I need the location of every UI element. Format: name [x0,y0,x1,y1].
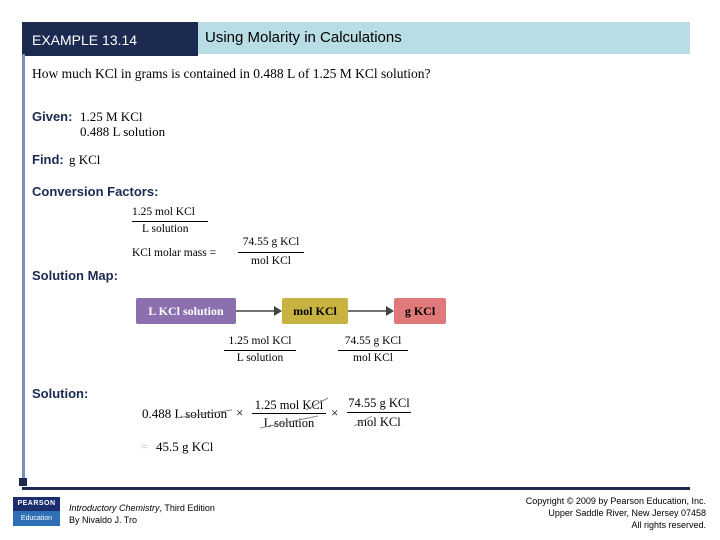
map-box-l-kcl-solution: L KCl solution [136,298,236,324]
map-arrow-2 [348,306,394,316]
map-arrow-1 [236,306,282,316]
copyright-line-3: All rights reserved. [631,520,706,530]
map-factor2-bar [338,350,408,351]
cancel-mark-4 [353,415,373,427]
header-example-box [22,22,198,56]
map-factor2-numerator: 74.55 g KCl [344,335,402,347]
solution-factor2-bar [347,412,411,413]
solution-factor1-numerator: 1.25 mol KCl [254,398,324,412]
page-title: Using Molarity in Calculations [205,29,402,46]
given-label: Given: [32,109,73,124]
cancel-mark-1 [175,409,233,419]
copyright-line-1: Copyright © 2009 by Pearson Education, I… [525,496,706,506]
conv-factor1-denominator: L solution [142,223,189,235]
find-label: Find: [32,152,64,167]
logo-bottom-band: Education [13,511,60,526]
conv-factor2-numerator: 74.55 g KCl [242,236,300,248]
conv-factor1-numerator: 1.25 mol KCl [132,206,195,218]
question-text: How much KCl in grams is contained in 0.… [32,66,431,81]
author-line: By Nivaldo J. Tro [69,515,138,525]
conv-factor1-bar [132,221,208,222]
equals-sign: = [141,439,149,454]
map-factor1-numerator: 1.25 mol KCl [228,335,292,347]
solution-result: 45.5 g KCl [156,439,214,454]
left-rule [22,54,25,482]
footer-rule [22,487,690,490]
map-factor1-bar [224,350,296,351]
conv-factor2-bar [238,252,304,253]
given-line-1: 1.25 M KCl [80,109,143,124]
header-title-bar [198,22,690,54]
map-box-mol-kcl: mol KCl [282,298,348,324]
logo-top-band: PEARSON [13,497,60,511]
book-edition: , Third Edition [159,503,215,513]
times-sign-2: × [331,405,339,420]
pearson-logo: PEARSON Education [13,497,60,526]
map-box-g-kcl: g KCl [394,298,446,324]
left-rule-marker [19,478,27,486]
solution-label: Solution: [32,386,89,401]
example-label: EXAMPLE 13.14 [32,32,138,48]
times-sign-1: × [236,405,244,420]
cancel-mark-2 [259,415,319,429]
conv-factor2-denominator: mol KCl [251,255,291,267]
copyright-line-2: Upper Saddle River, New Jersey 07458 [548,508,706,518]
map-factor1-denominator: L solution [236,352,284,364]
conversion-label: Conversion Factors: [32,184,159,199]
solution-factor2-numerator: 74.55 g KCl [348,396,410,410]
solution-map-label: Solution Map: [32,268,118,283]
solution-start-value: 0.488 L solution [142,406,228,421]
find-value: g KCl [69,152,101,167]
book-title: Introductory Chemistry [69,503,160,513]
book-line: Introductory Chemistry, Third Edition [69,503,215,513]
solution-factor1-bar [252,413,326,414]
cancel-mark-3 [305,397,329,411]
given-line-2: 0.488 L solution [80,124,166,139]
molar-mass-label: KCl molar mass = [132,247,217,259]
map-factor2-denominator: mol KCl [353,352,393,364]
